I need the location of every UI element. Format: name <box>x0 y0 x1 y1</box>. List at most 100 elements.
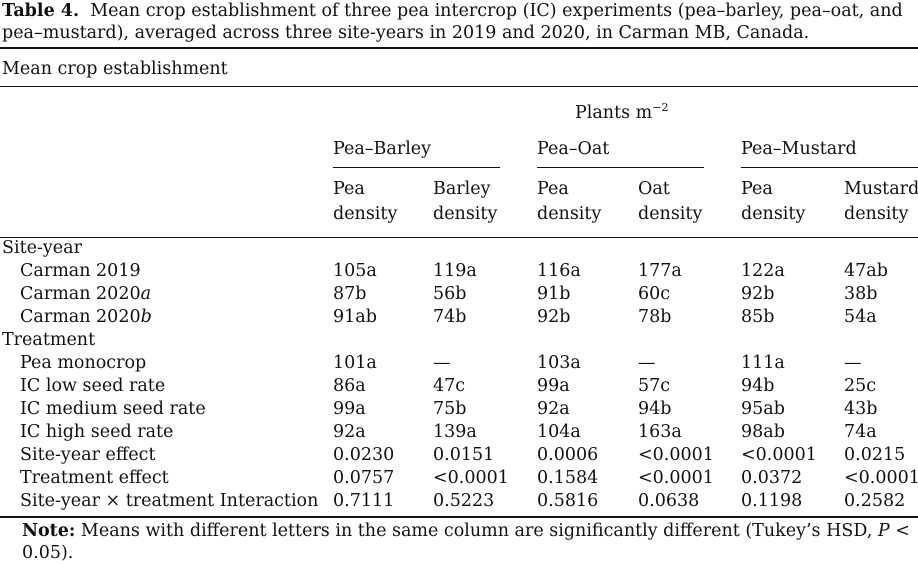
caption-text: Mean crop establishment of three pea int… <box>2 1 903 43</box>
table-cell: 0.0215 <box>844 445 906 465</box>
table-cell: 56b <box>433 284 467 304</box>
table-cell: 99a <box>537 376 570 396</box>
table-caption: Table 4. Mean crop establishment of thre… <box>2 0 912 44</box>
table-cell: 86a <box>333 376 366 396</box>
table-cell: 0.1198 <box>741 491 803 511</box>
group-underline <box>333 167 500 168</box>
table-cell: 94b <box>741 376 775 396</box>
row-label: Site-year × treatment Interaction <box>20 491 319 511</box>
table-cell: 92a <box>537 399 570 419</box>
row-label: Carman 2020b <box>20 307 152 327</box>
table-cell: 91b <box>537 284 571 304</box>
row-label: Site-year effect <box>20 445 156 465</box>
table-cell: 0.0006 <box>537 445 599 465</box>
table-cell: 0.2582 <box>844 491 906 511</box>
column-header: Mustard <box>844 179 918 199</box>
table-cell: 60c <box>638 284 671 304</box>
group-header: Pea–Mustard <box>741 139 857 159</box>
table-label: Table 4. <box>2 1 80 21</box>
table-cell: 177a <box>638 261 682 281</box>
column-header: density <box>333 204 398 224</box>
table-cell: 104a <box>537 422 581 442</box>
header-rule <box>0 86 918 87</box>
table-cell: <0.0001 <box>638 468 714 488</box>
column-header: Pea <box>537 179 569 199</box>
table-cell: 116a <box>537 261 581 281</box>
table-cell: 38b <box>844 284 878 304</box>
row-label: Treatment effect <box>20 468 169 488</box>
body-rule <box>0 237 918 238</box>
table-cell: 163a <box>638 422 682 442</box>
table-cell: 43b <box>844 399 878 419</box>
column-header: density <box>741 204 806 224</box>
column-header: density <box>433 204 498 224</box>
table-cell: 0.0151 <box>433 445 495 465</box>
row-label: Carman 2020a <box>20 284 152 304</box>
table-cell: <0.0001 <box>844 468 918 488</box>
table-cell: 0.0230 <box>333 445 395 465</box>
table-cell: 47ab <box>844 261 888 281</box>
bottom-rule <box>0 516 918 518</box>
table-cell: 78b <box>638 307 672 327</box>
table-cell: 0.1584 <box>537 468 599 488</box>
column-header: Pea <box>333 179 365 199</box>
table-cell: 92b <box>537 307 571 327</box>
section-heading: Treatment <box>2 330 96 350</box>
table-cell: — <box>844 353 862 373</box>
group-header: Pea–Barley <box>333 139 432 159</box>
table-cell: — <box>638 353 656 373</box>
table-cell: <0.0001 <box>433 468 509 488</box>
row-label: Carman 2019 <box>20 261 141 281</box>
table-cell: 54a <box>844 307 877 327</box>
table-cell: 75b <box>433 399 467 419</box>
table-cell: 98ab <box>741 422 785 442</box>
top-rule <box>0 47 918 49</box>
table-cell: 0.7111 <box>333 491 395 511</box>
table-cell: 0.5223 <box>433 491 495 511</box>
table-cell: — <box>433 353 451 373</box>
column-header: density <box>537 204 602 224</box>
row-label: Pea monocrop <box>20 353 147 373</box>
row-label: IC low seed rate <box>20 376 166 396</box>
table-cell: 74b <box>433 307 467 327</box>
units-header: Plants m−2 <box>575 101 669 123</box>
section-title: Mean crop establishment <box>2 59 228 79</box>
table-cell: 74a <box>844 422 877 442</box>
table-cell: 0.5816 <box>537 491 599 511</box>
section-heading: Site-year <box>2 238 82 258</box>
group-underline <box>741 167 918 168</box>
table-cell: 139a <box>433 422 477 442</box>
table-cell: 119a <box>433 261 477 281</box>
column-header: Oat <box>638 179 670 199</box>
column-header: density <box>638 204 703 224</box>
table-cell: 92a <box>333 422 366 442</box>
table-cell: 94b <box>638 399 672 419</box>
table-cell: 122a <box>741 261 785 281</box>
table-cell: 85b <box>741 307 775 327</box>
table-cell: 57c <box>638 376 671 396</box>
table-cell: 103a <box>537 353 581 373</box>
table-cell: 91ab <box>333 307 377 327</box>
table-cell: 111a <box>741 353 785 373</box>
table-cell: 95ab <box>741 399 785 419</box>
table-cell: 99a <box>333 399 366 419</box>
table-cell: 105a <box>333 261 377 281</box>
table-cell: 47c <box>433 376 466 396</box>
row-label: IC high seed rate <box>20 422 174 442</box>
table-cell: 0.0638 <box>638 491 700 511</box>
table-cell: 0.0372 <box>741 468 803 488</box>
table-cell: <0.0001 <box>638 445 714 465</box>
row-label: IC medium seed rate <box>20 399 206 419</box>
table-cell: 0.0757 <box>333 468 395 488</box>
table-cell: 25c <box>844 376 877 396</box>
table-note: Note: Means with different letters in th… <box>22 521 910 563</box>
column-header: Barley <box>433 179 491 199</box>
group-header: Pea–Oat <box>537 139 610 159</box>
table-cell: 87b <box>333 284 367 304</box>
table-cell: <0.0001 <box>741 445 817 465</box>
group-underline <box>537 167 704 168</box>
table-cell: 101a <box>333 353 377 373</box>
table-cell: 92b <box>741 284 775 304</box>
column-header: density <box>844 204 909 224</box>
column-header: Pea <box>741 179 773 199</box>
